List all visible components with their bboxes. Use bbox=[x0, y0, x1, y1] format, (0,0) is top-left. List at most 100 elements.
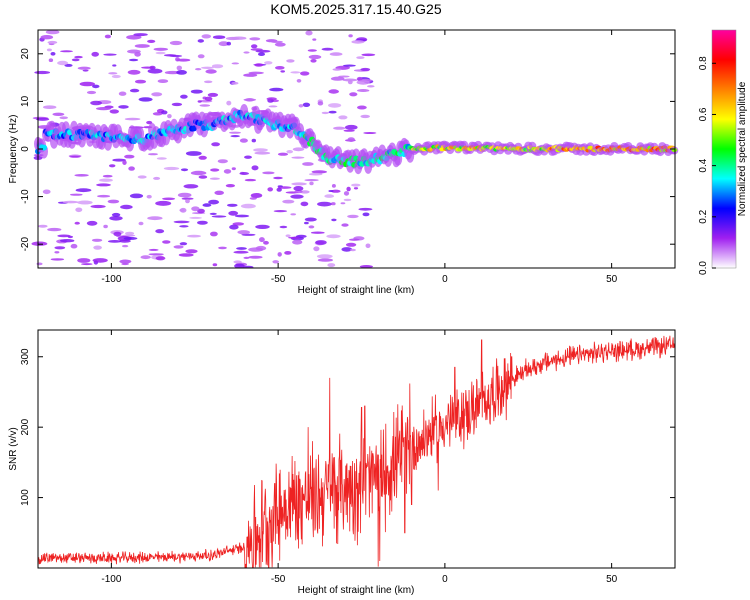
colorbar-frame bbox=[711, 29, 737, 269]
noise-blob bbox=[121, 262, 129, 266]
noise-blob bbox=[71, 58, 80, 62]
noise-blob bbox=[268, 105, 278, 108]
colorbar-tick-label: 0.4 bbox=[698, 158, 709, 172]
noise-blob bbox=[277, 185, 283, 188]
snr-panel: -100 -50 0 50 100 200 300 Height of straight … bbox=[8, 329, 676, 596]
noise-blob bbox=[171, 102, 183, 107]
noise-blob bbox=[231, 167, 236, 171]
noise-blob bbox=[274, 42, 286, 47]
noise-blob bbox=[210, 231, 218, 237]
noise-blob bbox=[243, 51, 250, 54]
noise-blob bbox=[205, 69, 217, 74]
noise-blob bbox=[262, 171, 275, 175]
colorbar-gradient bbox=[712, 30, 736, 268]
noise-blob bbox=[198, 155, 207, 160]
noise-blob bbox=[240, 203, 256, 209]
noise-blob bbox=[48, 58, 54, 62]
snr-x-label: Height of straight line (km) bbox=[298, 585, 415, 596]
noise-blob bbox=[155, 200, 172, 206]
colorbar-tick-label: 0.6 bbox=[698, 107, 709, 121]
noise-blob bbox=[353, 187, 359, 190]
noise-blob bbox=[248, 255, 263, 259]
noise-blob bbox=[107, 199, 120, 204]
noise-blob bbox=[338, 115, 348, 120]
noise-blob bbox=[74, 221, 80, 225]
noise-blob bbox=[228, 210, 239, 216]
noise-blob bbox=[50, 258, 65, 261]
noise-blob bbox=[209, 177, 220, 180]
noise-blob bbox=[347, 80, 353, 85]
noise-blob bbox=[360, 67, 371, 71]
noise-blob bbox=[129, 88, 140, 93]
noise-blob bbox=[47, 40, 58, 44]
noise-blob bbox=[267, 187, 274, 192]
snr-background bbox=[38, 330, 675, 568]
x-tick-label: 0 bbox=[442, 574, 448, 585]
spectrogram-y-ticks: -20 -10 0 10 20 bbox=[20, 48, 675, 251]
x-tick-label: 0 bbox=[442, 274, 448, 285]
noise-blob bbox=[226, 41, 231, 46]
snr-y-label: SNR (v/v) bbox=[8, 427, 19, 470]
noise-blob bbox=[81, 263, 93, 266]
noise-blob bbox=[360, 114, 371, 119]
x-tick-label: 50 bbox=[606, 574, 618, 585]
noise-blob bbox=[343, 191, 350, 196]
noise-blob bbox=[309, 181, 314, 186]
noise-blob bbox=[90, 100, 102, 106]
noise-blob bbox=[348, 34, 353, 38]
noise-blob bbox=[69, 155, 81, 158]
noise-blob bbox=[204, 96, 213, 102]
noise-blob bbox=[248, 247, 264, 252]
noise-blob bbox=[180, 94, 188, 99]
noise-blob bbox=[162, 197, 176, 201]
noise-blob bbox=[347, 137, 355, 143]
noise-blob bbox=[54, 251, 60, 254]
y-tick-label: 0 bbox=[20, 146, 31, 152]
noise-blob bbox=[254, 63, 264, 67]
noise-blob bbox=[179, 208, 185, 212]
noise-blob bbox=[218, 246, 227, 250]
noise-blob bbox=[304, 221, 309, 225]
noise-blob bbox=[357, 105, 367, 110]
ridge-core bbox=[41, 144, 47, 151]
noise-blob bbox=[208, 199, 220, 205]
noise-blob bbox=[308, 225, 315, 229]
noise-blob bbox=[249, 37, 261, 41]
noise-blob bbox=[185, 199, 190, 204]
noise-blob bbox=[134, 79, 147, 84]
noise-blob bbox=[341, 247, 353, 252]
noise-blob bbox=[231, 36, 247, 40]
noise-blob bbox=[169, 40, 183, 46]
noise-blob bbox=[326, 234, 341, 239]
noise-blob bbox=[140, 255, 151, 260]
snr-y-ticks: 100 200 300 bbox=[20, 348, 675, 506]
noise-blob bbox=[75, 188, 92, 193]
noise-blob bbox=[201, 66, 214, 70]
noise-blob bbox=[103, 53, 117, 56]
noise-blob bbox=[230, 135, 240, 138]
noise-blob bbox=[259, 237, 265, 243]
noise-blob bbox=[243, 73, 258, 77]
noise-blob bbox=[36, 117, 50, 121]
noise-blob bbox=[118, 239, 131, 243]
x-tick-label: -100 bbox=[101, 574, 121, 585]
noise-blob bbox=[59, 239, 75, 243]
noise-blob bbox=[258, 52, 265, 56]
noise-blob bbox=[162, 240, 171, 244]
noise-blob bbox=[277, 152, 289, 156]
noise-blob bbox=[62, 200, 79, 204]
spectrogram-x-label: Height of straight line (km) bbox=[298, 285, 415, 296]
noise-blob bbox=[305, 30, 313, 36]
noise-blob bbox=[122, 244, 129, 248]
noise-blob bbox=[96, 183, 111, 187]
noise-blob bbox=[343, 129, 355, 132]
noise-blob bbox=[112, 64, 117, 67]
noise-blob bbox=[345, 124, 358, 130]
noise-blob bbox=[126, 35, 142, 40]
noise-blob bbox=[310, 59, 317, 63]
noise-blob bbox=[45, 29, 60, 35]
y-tick-label: 200 bbox=[20, 418, 31, 435]
noise-blob bbox=[124, 117, 141, 121]
noise-blob bbox=[38, 224, 48, 228]
noise-blob bbox=[195, 68, 202, 71]
